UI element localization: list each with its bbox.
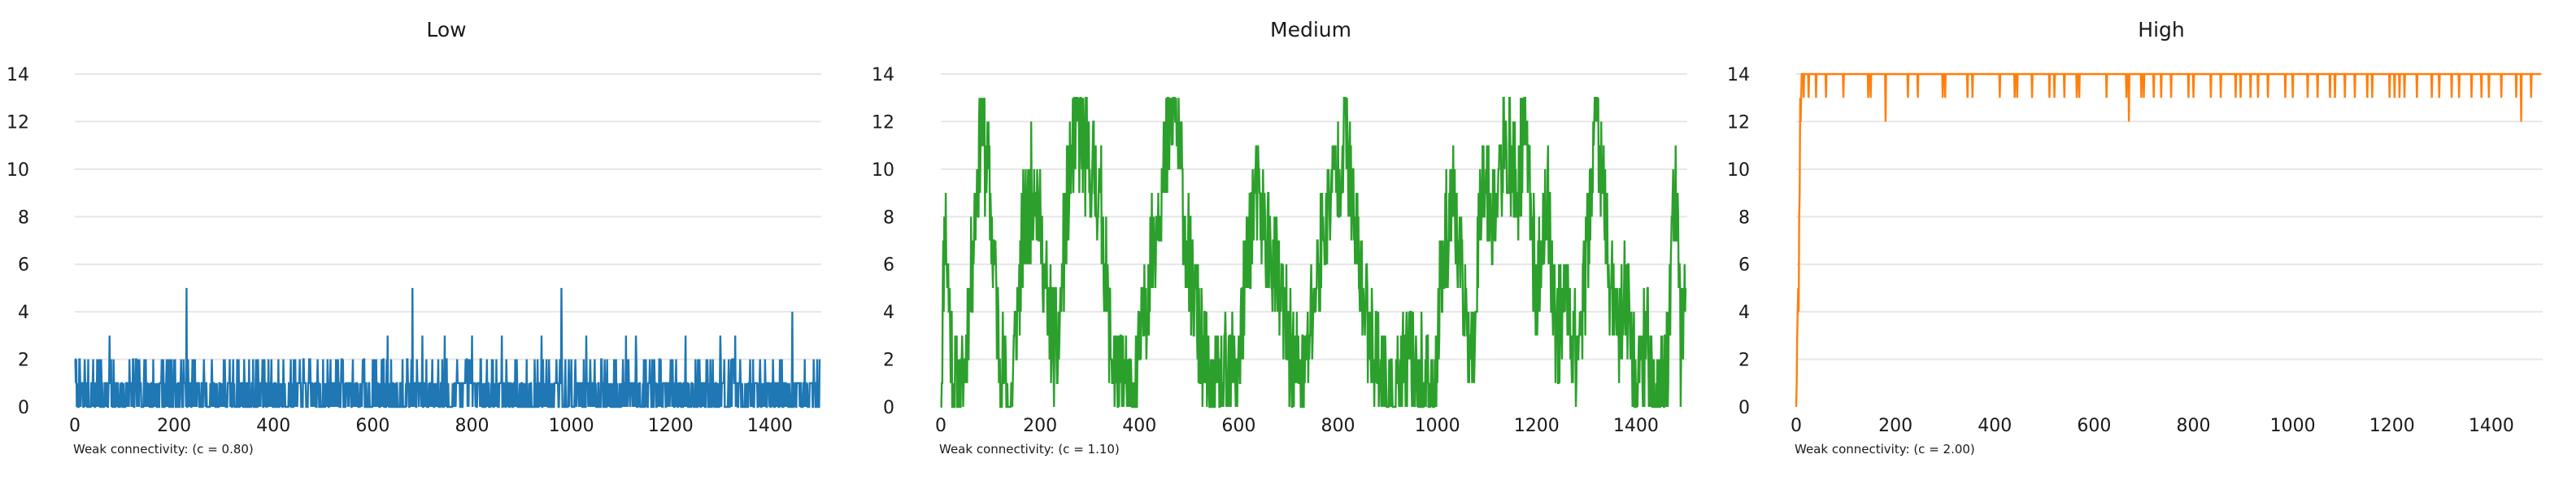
x-tick-label: 1000 xyxy=(549,416,594,436)
y-tick-label: 4 xyxy=(18,303,29,323)
y-tick-label: 12 xyxy=(7,112,29,133)
x-tick-label: 0 xyxy=(69,416,80,436)
series-line-high xyxy=(1795,72,2541,408)
panel-low-gridlines xyxy=(75,73,821,360)
y-tick-label: 10 xyxy=(1727,160,1750,181)
x-tick-label: 1400 xyxy=(1613,416,1659,436)
y-tick-label: 4 xyxy=(1738,303,1750,323)
panel-high-x-ticks: 0 200 400 600 800 1000 1200 1400 xyxy=(1791,416,2514,436)
x-tick-label: 1000 xyxy=(2270,416,2316,436)
y-tick-label: 0 xyxy=(18,398,29,418)
y-tick-label: 14 xyxy=(872,65,894,85)
y-tick-label: 10 xyxy=(872,160,894,181)
panel-low-title: Low xyxy=(426,18,466,42)
panel-medium-x-ticks: 0 200 400 600 800 1000 1200 1400 xyxy=(935,416,1659,436)
x-tick-label: 0 xyxy=(935,416,946,436)
y-tick-label: 8 xyxy=(1738,208,1750,228)
x-tick-label: 600 xyxy=(2077,416,2111,436)
x-tick-label: 1000 xyxy=(1415,416,1460,436)
y-tick-label: 4 xyxy=(883,303,894,323)
y-tick-label: 8 xyxy=(883,208,894,228)
panel-low-y-ticks: 0 2 4 6 8 10 12 14 xyxy=(7,65,29,418)
x-tick-label: 400 xyxy=(1978,416,2012,436)
y-tick-label: 14 xyxy=(7,65,29,85)
y-tick-label: 2 xyxy=(1738,351,1750,371)
x-tick-label: 800 xyxy=(2177,416,2211,436)
x-tick-label: 1400 xyxy=(2469,416,2514,436)
y-tick-label: 0 xyxy=(883,398,894,418)
y-tick-label: 14 xyxy=(1727,65,1750,85)
y-tick-label: 6 xyxy=(1738,256,1750,276)
panel-high-gridlines xyxy=(1796,73,2543,360)
x-tick-label: 400 xyxy=(1122,416,1156,436)
panel-low: Low 0 200 400 600 800 1000 1200 1400 0 2 4 6 8 10 12 1… xyxy=(7,18,821,457)
panel-high: High 0 200 400 600 800 1000 1200 1400 0 2 4 6 8 10 12… xyxy=(1727,18,2543,457)
x-tick-label: 600 xyxy=(355,416,389,436)
x-tick-label: 0 xyxy=(1791,416,1802,436)
y-tick-label: 6 xyxy=(18,256,29,276)
series-line-low xyxy=(74,287,821,409)
series-line-medium xyxy=(940,97,1687,409)
x-tick-label: 1200 xyxy=(1514,416,1560,436)
y-tick-label: 2 xyxy=(18,351,29,371)
x-tick-label: 800 xyxy=(455,416,490,436)
panel-high-annotation: Weak connectivity: (c = 2.00) xyxy=(1795,442,1975,457)
y-tick-label: 12 xyxy=(1727,112,1750,133)
panel-medium-series xyxy=(940,97,1687,409)
panel-low-series xyxy=(74,287,821,409)
panel-high-y-ticks: 0 2 4 6 8 10 12 14 xyxy=(1727,65,1750,418)
x-tick-label: 200 xyxy=(1023,416,1057,436)
y-tick-label: 0 xyxy=(1738,398,1750,418)
panel-high-title: High xyxy=(2138,18,2184,42)
panel-medium: Medium 0 200 400 600 800 1000 1200 1400 0 2 4 6 8 10… xyxy=(872,18,1687,457)
panel-medium-y-ticks: 0 2 4 6 8 10 12 14 xyxy=(872,65,894,418)
panel-low-annotation: Weak connectivity: (c = 0.80) xyxy=(73,442,254,457)
panel-medium-annotation: Weak connectivity: (c = 1.10) xyxy=(939,442,1120,457)
y-tick-label: 2 xyxy=(883,351,894,371)
panel-low-x-ticks: 0 200 400 600 800 1000 1200 1400 xyxy=(69,416,793,436)
y-tick-label: 12 xyxy=(872,112,894,133)
x-tick-label: 1400 xyxy=(747,416,793,436)
panel-high-series xyxy=(1795,72,2541,408)
x-tick-label: 200 xyxy=(157,416,191,436)
panel-medium-title: Medium xyxy=(1270,18,1351,42)
y-tick-label: 6 xyxy=(883,256,894,276)
x-tick-label: 800 xyxy=(1321,416,1355,436)
x-tick-label: 400 xyxy=(256,416,290,436)
y-tick-label: 10 xyxy=(7,160,29,181)
x-tick-label: 1200 xyxy=(2369,416,2415,436)
x-tick-label: 600 xyxy=(1221,416,1255,436)
x-tick-label: 1200 xyxy=(648,416,694,436)
y-tick-label: 8 xyxy=(18,208,29,228)
x-tick-label: 200 xyxy=(1878,416,1912,436)
